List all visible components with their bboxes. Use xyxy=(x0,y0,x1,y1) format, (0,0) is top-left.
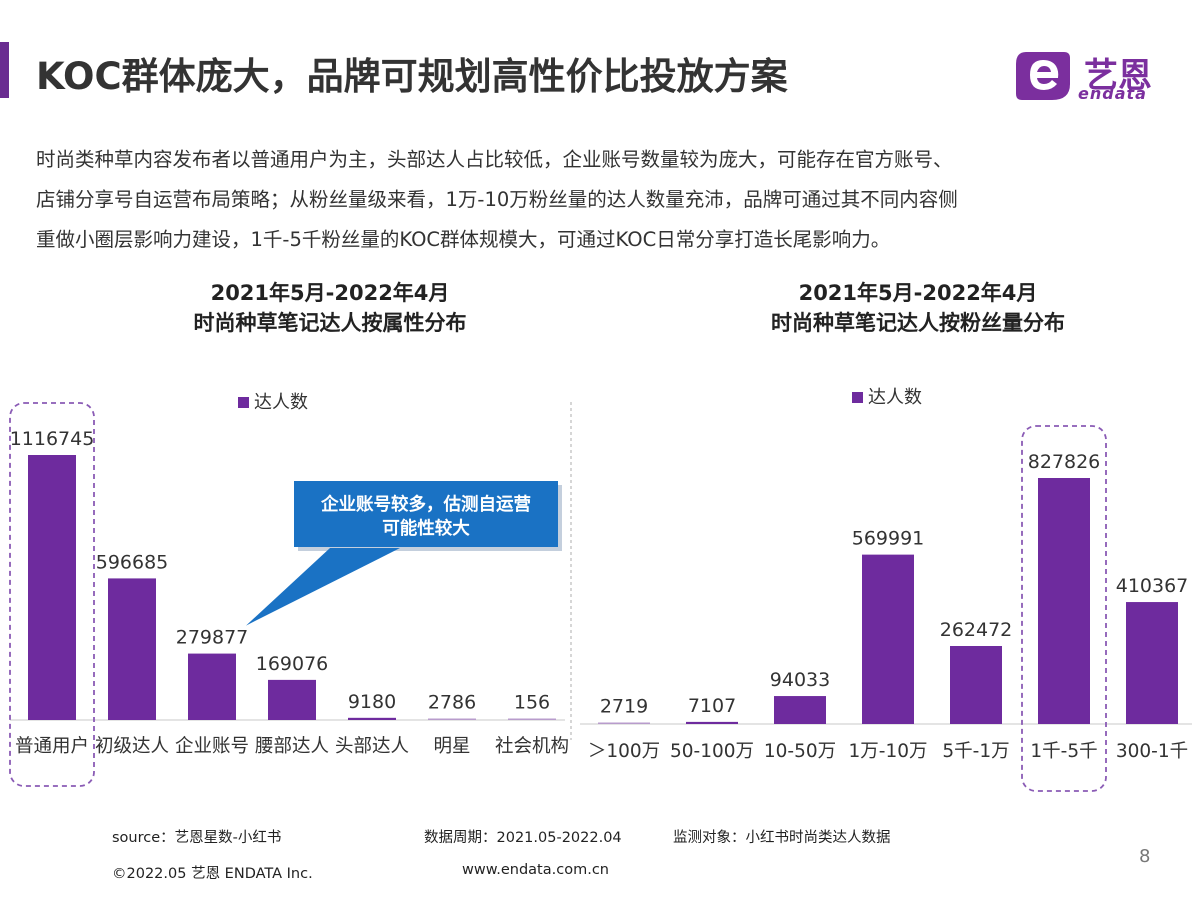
callout-pointer xyxy=(246,548,400,626)
data-label: 569991 xyxy=(852,528,925,550)
category-label: 头部达人 xyxy=(335,736,409,757)
data-label: 7107 xyxy=(688,695,736,717)
bar xyxy=(774,696,826,724)
bar xyxy=(108,578,156,720)
legend-swatch xyxy=(238,397,249,408)
category-label: ＞100万 xyxy=(588,741,660,762)
highlight-box xyxy=(9,402,95,787)
legend-swatch xyxy=(852,392,863,403)
category-label: 1万-10万 xyxy=(849,741,928,762)
description-line: 店铺分享号自运营布局策略；从粉丝量级来看，1万-10万粉丝量的达人数量充沛，品牌… xyxy=(36,188,958,211)
data-label: 169076 xyxy=(256,653,329,675)
data-label: 596685 xyxy=(96,551,169,573)
category-label: 普通用户 xyxy=(15,736,89,757)
category-label: 50-100万 xyxy=(670,741,754,762)
bar xyxy=(686,721,738,724)
callout-box xyxy=(294,481,558,547)
chart-2-title: 2021年5月-2022年4月 时尚种草笔记达人按粉丝量分布 xyxy=(638,278,1198,338)
footer-period: 数据周期：2021.05-2022.04 xyxy=(424,830,622,846)
category-label: 5千-1万 xyxy=(942,741,1009,762)
chart-2-title-line: 2021年5月-2022年4月 xyxy=(798,281,1038,305)
data-label: 94033 xyxy=(770,669,830,691)
bar xyxy=(268,679,316,720)
bar xyxy=(428,718,476,720)
legend-label: 达人数 xyxy=(254,392,308,413)
page-title: KOC群体庞大，品牌可规划高性价比投放方案 xyxy=(36,55,788,98)
data-label: 2786 xyxy=(428,692,476,714)
bar xyxy=(862,554,914,724)
data-label: 279877 xyxy=(176,627,249,649)
endata-logo: 艺恩 endata xyxy=(1012,44,1162,108)
data-label: 156 xyxy=(514,692,550,714)
footer-source: source：艺恩星数-小红书 xyxy=(112,830,282,846)
category-label: 社会机构 xyxy=(495,736,569,757)
data-label: 9180 xyxy=(348,691,396,713)
chart-2-title-line: 时尚种草笔记达人按粉丝量分布 xyxy=(771,311,1065,335)
category-label: 初级达人 xyxy=(95,736,169,757)
chart-1-title-line: 时尚种草笔记达人按属性分布 xyxy=(193,311,467,335)
bar xyxy=(348,717,396,720)
category-label: 1千-5千 xyxy=(1030,741,1097,762)
bar xyxy=(188,653,236,720)
category-label: 10-50万 xyxy=(764,741,836,762)
chart-1-title: 2021年5月-2022年4月 时尚种草笔记达人按属性分布 xyxy=(50,278,610,338)
category-label: 企业账号 xyxy=(175,736,249,757)
logo-text: 艺恩 xyxy=(1084,56,1152,96)
data-label: 1116745 xyxy=(10,428,95,450)
description: 时尚类种草内容发布者以普通用户为主，头部达人占比较低，企业账号数量较为庞大，可能… xyxy=(36,140,1166,260)
data-label: 827826 xyxy=(1028,451,1101,473)
bar xyxy=(28,455,76,720)
title-accent-bar xyxy=(0,42,9,98)
description-line: 时尚类种草内容发布者以普通用户为主，头部达人占比较低，企业账号数量较为庞大，可能… xyxy=(36,148,953,171)
footer-website[interactable]: www.endata.com.cn xyxy=(462,862,609,878)
bar xyxy=(598,722,650,724)
data-label: 410367 xyxy=(1116,575,1189,597)
logo-subtext: endata xyxy=(1078,84,1147,103)
footer-target: 监测对象：小红书时尚类达人数据 xyxy=(673,830,891,846)
category-label: 明星 xyxy=(433,736,470,757)
bar xyxy=(1126,602,1178,724)
bar xyxy=(508,718,556,720)
data-label: 262472 xyxy=(940,619,1013,641)
callout-text: 企业账号较多，估测自运营 xyxy=(320,494,531,515)
footer-copyright: ©2022.05 艺恩 ENDATA Inc. xyxy=(112,866,313,882)
chart-1-title-line: 2021年5月-2022年4月 xyxy=(210,281,450,305)
data-label: 2719 xyxy=(600,696,648,718)
page-number: 8 xyxy=(1139,846,1151,867)
description-line: 重做小圈层影响力建设，1千-5千粉丝量的KOC群体规模大，可通过KOC日常分享打… xyxy=(36,228,891,251)
category-label: 300-1千 xyxy=(1116,741,1188,762)
bar xyxy=(1038,478,1090,724)
category-label: 腰部达人 xyxy=(255,736,329,757)
highlight-box xyxy=(1021,425,1107,792)
callout-text: 可能性较大 xyxy=(382,518,470,539)
bar xyxy=(950,646,1002,724)
endata-logo-icon xyxy=(1016,52,1070,100)
legend-label: 达人数 xyxy=(868,387,922,408)
